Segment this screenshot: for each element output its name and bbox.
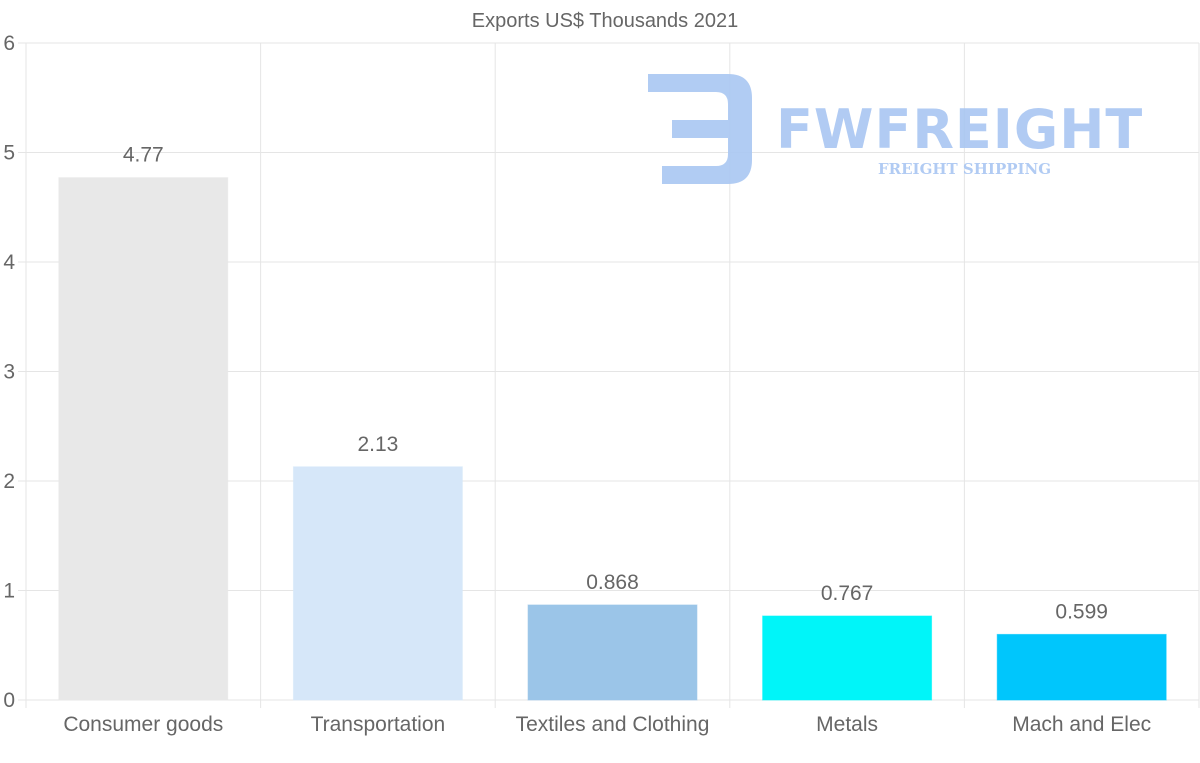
data-label: 0.868 (586, 571, 639, 594)
bar-textiles-and-clothing[interactable] (527, 604, 698, 701)
watermark-tagline: FREIGHT SHIPPING (878, 160, 1051, 178)
bar-metals[interactable] (762, 615, 933, 701)
y-axis-ticks: 0 1 2 3 4 5 6 (3, 32, 15, 712)
data-label: 2.13 (357, 433, 398, 456)
bar-consumer-goods[interactable] (58, 177, 229, 701)
data-labels: 4.77 2.13 0.868 0.767 0.599 (123, 144, 1108, 624)
bar-mach-and-elec[interactable] (996, 633, 1167, 701)
x-tick-label: Metals (816, 713, 878, 736)
fwfreight-logo-icon (648, 74, 752, 184)
y-tick-label: 5 (3, 142, 15, 165)
y-tick-label: 4 (3, 251, 15, 274)
x-tick-label: Transportation (311, 713, 446, 736)
bars (58, 177, 1167, 701)
fwfreight-watermark: FWFREIGHT FREIGHT SHIPPING (648, 74, 1143, 184)
data-label: 4.77 (123, 144, 164, 167)
data-label: 0.599 (1055, 600, 1108, 623)
y-tick-label: 2 (3, 470, 15, 493)
y-tick-label: 0 (3, 689, 15, 712)
x-tick-label: Textiles and Clothing (516, 713, 710, 736)
y-tick-label: 3 (3, 361, 15, 384)
x-axis-ticks: Consumer goods Transportation Textiles and… (63, 713, 1151, 736)
x-tick-label: Consumer goods (63, 713, 223, 736)
chart-title: Exports US$ Thousands 2021 (472, 10, 738, 32)
y-tick-label: 1 (3, 580, 15, 603)
x-tick-label: Mach and Elec (1012, 713, 1151, 736)
y-tick-label: 6 (3, 32, 15, 55)
bar-transportation[interactable] (292, 466, 463, 701)
data-label: 0.767 (821, 582, 874, 605)
watermark-brand: FWFREIGHT (776, 98, 1143, 161)
